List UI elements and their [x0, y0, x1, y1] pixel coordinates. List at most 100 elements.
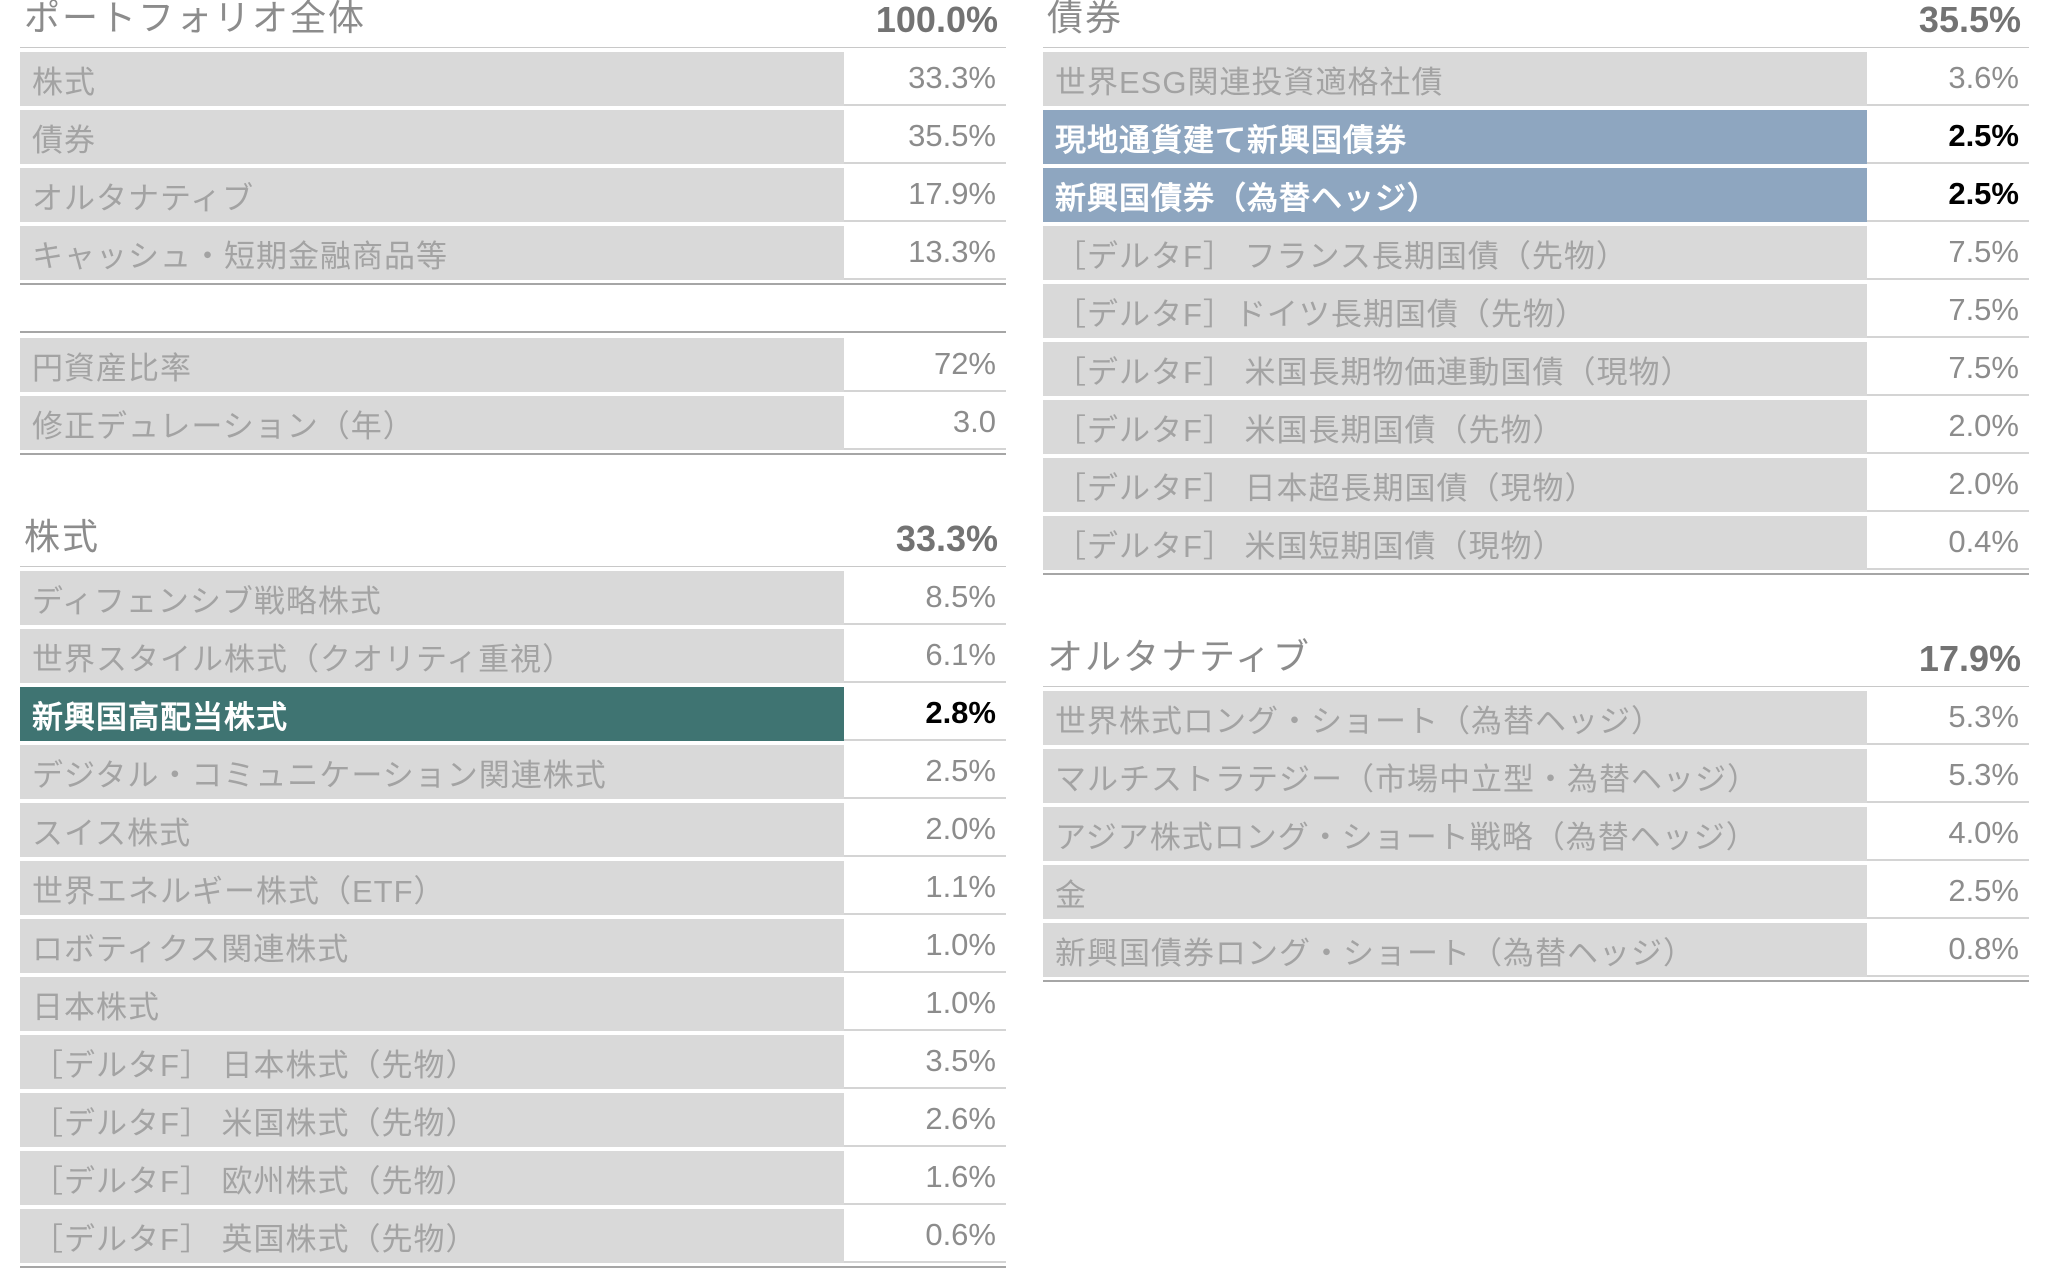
table-total-value: 35.5%	[1918, 0, 2021, 40]
table-row-highlighted: 新興国債券（為替ヘッジ） 2.5%	[1043, 168, 2029, 222]
row-value: 7.5%	[1867, 284, 2029, 338]
table-row: 世界エネルギー株式（ETF） 1.1%	[20, 861, 1006, 915]
table-row: アジア株式ロング・ショート戦略（為替ヘッジ） 4.0%	[1043, 807, 2029, 861]
table-row: ［デルタF］ 欧州株式（先物） 1.6%	[20, 1151, 1006, 1205]
row-value: 33.3%	[844, 52, 1006, 106]
row-label: 円資産比率	[20, 338, 844, 392]
table-row: スイス株式 2.0%	[20, 803, 1006, 857]
row-label: ［デルタF］ 英国株式（先物）	[20, 1209, 844, 1263]
row-label: ［デルタF］ 欧州株式（先物）	[20, 1151, 844, 1205]
row-label: 債券	[20, 110, 844, 164]
row-label: オルタナティブ	[20, 168, 844, 222]
row-label: 金	[1043, 865, 1867, 919]
row-value: 0.8%	[1867, 923, 2029, 977]
row-label: 日本株式	[20, 977, 844, 1031]
table-row: 世界スタイル株式（クオリティ重視） 6.1%	[20, 629, 1006, 683]
table-portfolio-header: ポートフォリオ全体 100.0%	[20, 0, 1006, 48]
row-value: 5.3%	[1867, 749, 2029, 803]
table-body: 世界株式ロング・ショート（為替ヘッジ） 5.3% マルチストラテジー（市場中立型・為…	[1043, 691, 2029, 977]
table-body: 株式 33.3% 債券 35.5% オルタナティブ 17.9% キャッシュ・短期金融商品等 1…	[20, 52, 1006, 280]
table-row: 日本株式 1.0%	[20, 977, 1006, 1031]
table-row: デジタル・コミュニケーション関連株式 2.5%	[20, 745, 1006, 799]
row-value: 2.6%	[844, 1093, 1006, 1147]
table-title: ポートフォリオ全体	[24, 0, 367, 38]
row-label: スイス株式	[20, 803, 844, 857]
table-row: ［デルタF］ 米国長期国債（先物） 2.0%	[1043, 400, 2029, 454]
row-label: ［デルタF］ 日本株式（先物）	[20, 1035, 844, 1089]
table-row: ［デルタF］ 日本株式（先物） 3.5%	[20, 1035, 1006, 1089]
row-value: 7.5%	[1867, 342, 2029, 396]
table-row: マルチストラテジー（市場中立型・為替ヘッジ） 5.3%	[1043, 749, 2029, 803]
right-column: 債券 35.5% 世界ESG関連投資適格社債 3.6% 現地通貨建て新興国債券 2.5…	[1043, 0, 2029, 982]
table-body: 世界ESG関連投資適格社債 3.6% 現地通貨建て新興国債券 2.5% 新興国債券（為替…	[1043, 52, 2029, 570]
table-row: ［デルタF］ドイツ長期国債（先物） 7.5%	[1043, 284, 2029, 338]
row-label: ［デルタF］ドイツ長期国債（先物）	[1043, 284, 1867, 338]
table-row: ロボティクス関連株式 1.0%	[20, 919, 1006, 973]
row-label: 新興国債券（為替ヘッジ）	[1043, 168, 1867, 222]
row-label: 新興国高配当株式	[20, 687, 844, 741]
row-value: 5.3%	[1867, 691, 2029, 745]
row-label: 株式	[20, 52, 844, 106]
table-title: オルタナティブ	[1047, 636, 1311, 677]
row-value: 17.9%	[844, 168, 1006, 222]
row-label: 新興国債券ロング・ショート（為替ヘッジ）	[1043, 923, 1867, 977]
table-row: 債券 35.5%	[20, 110, 1006, 164]
row-value: 3.0	[844, 396, 1006, 450]
row-value: 1.0%	[844, 977, 1006, 1031]
row-label: 世界スタイル株式（クオリティ重視）	[20, 629, 844, 683]
table-equity: 株式 33.3% ディフェンシブ戦略株式 8.5% 世界スタイル株式（クオリティ重視…	[20, 516, 1006, 1268]
table-row: ［デルタF］ 米国長期物価連動国債（現物） 7.5%	[1043, 342, 2029, 396]
table-bonds: 債券 35.5% 世界ESG関連投資適格社債 3.6% 現地通貨建て新興国債券 2.5…	[1043, 0, 2029, 575]
table-equity-header: 株式 33.3%	[20, 516, 1006, 567]
row-value: 8.5%	[844, 571, 1006, 625]
table-total-value: 33.3%	[895, 518, 998, 559]
table-row: 世界株式ロング・ショート（為替ヘッジ） 5.3%	[1043, 691, 2029, 745]
table-bonds-header: 債券 35.5%	[1043, 0, 2029, 48]
row-value: 2.5%	[1867, 168, 2029, 222]
table-row: 円資産比率 72%	[20, 338, 1006, 392]
table-body: ディフェンシブ戦略株式 8.5% 世界スタイル株式（クオリティ重視） 6.1% 新興国高…	[20, 571, 1006, 1263]
table-row: ［デルタF］ 日本超長期国債（現物） 2.0%	[1043, 458, 2029, 512]
row-value: 2.5%	[1867, 110, 2029, 164]
table-row: 修正デュレーション（年） 3.0	[20, 396, 1006, 450]
table-title: 株式	[24, 516, 101, 557]
row-label: 世界株式ロング・ショート（為替ヘッジ）	[1043, 691, 1867, 745]
table-row: ［デルタF］ 英国株式（先物） 0.6%	[20, 1209, 1006, 1263]
row-value: 4.0%	[1867, 807, 2029, 861]
table-alternatives: オルタナティブ 17.9% 世界株式ロング・ショート（為替ヘッジ） 5.3% マルチ…	[1043, 636, 2029, 982]
row-value: 1.6%	[844, 1151, 1006, 1205]
row-value: 2.0%	[1867, 458, 2029, 512]
table-row: キャッシュ・短期金融商品等 13.3%	[20, 226, 1006, 280]
table-title: 債券	[1047, 0, 1124, 38]
table-row: ［デルタF］ 米国短期国債（現物） 0.4%	[1043, 516, 2029, 570]
row-label: ［デルタF］ 米国短期国債（現物）	[1043, 516, 1867, 570]
row-label: 修正デュレーション（年）	[20, 396, 844, 450]
row-value: 3.6%	[1867, 52, 2029, 106]
row-label: ［デルタF］ 米国長期国債（先物）	[1043, 400, 1867, 454]
row-value: 2.0%	[1867, 400, 2029, 454]
row-label: キャッシュ・短期金融商品等	[20, 226, 844, 280]
row-value: 0.6%	[844, 1209, 1006, 1263]
table-row-highlighted: 新興国高配当株式 2.8%	[20, 687, 1006, 741]
left-column: ポートフォリオ全体 100.0% 株式 33.3% 債券 35.5% オルタナティブ 17…	[20, 0, 1006, 1268]
table-row: ［デルタF］ フランス長期国債（先物） 7.5%	[1043, 226, 2029, 280]
row-value: 2.0%	[844, 803, 1006, 857]
table-alternatives-header: オルタナティブ 17.9%	[1043, 636, 2029, 687]
table-total-value: 100.0%	[875, 0, 998, 40]
row-label: ［デルタF］ フランス長期国債（先物）	[1043, 226, 1867, 280]
table-body: 円資産比率 72% 修正デュレーション（年） 3.0	[20, 338, 1006, 450]
row-value: 1.1%	[844, 861, 1006, 915]
row-label: デジタル・コミュニケーション関連株式	[20, 745, 844, 799]
row-value: 7.5%	[1867, 226, 2029, 280]
row-value: 2.5%	[1867, 865, 2029, 919]
row-label: ロボティクス関連株式	[20, 919, 844, 973]
table-row: ディフェンシブ戦略株式 8.5%	[20, 571, 1006, 625]
row-label: 世界エネルギー株式（ETF）	[20, 861, 844, 915]
table-row: 金 2.5%	[1043, 865, 2029, 919]
row-value: 3.5%	[844, 1035, 1006, 1089]
row-value: 2.8%	[844, 687, 1006, 741]
row-label: 世界ESG関連投資適格社債	[1043, 52, 1867, 106]
table-portfolio-total: ポートフォリオ全体 100.0% 株式 33.3% 債券 35.5% オルタナティブ 17…	[20, 0, 1006, 285]
row-value: 1.0%	[844, 919, 1006, 973]
